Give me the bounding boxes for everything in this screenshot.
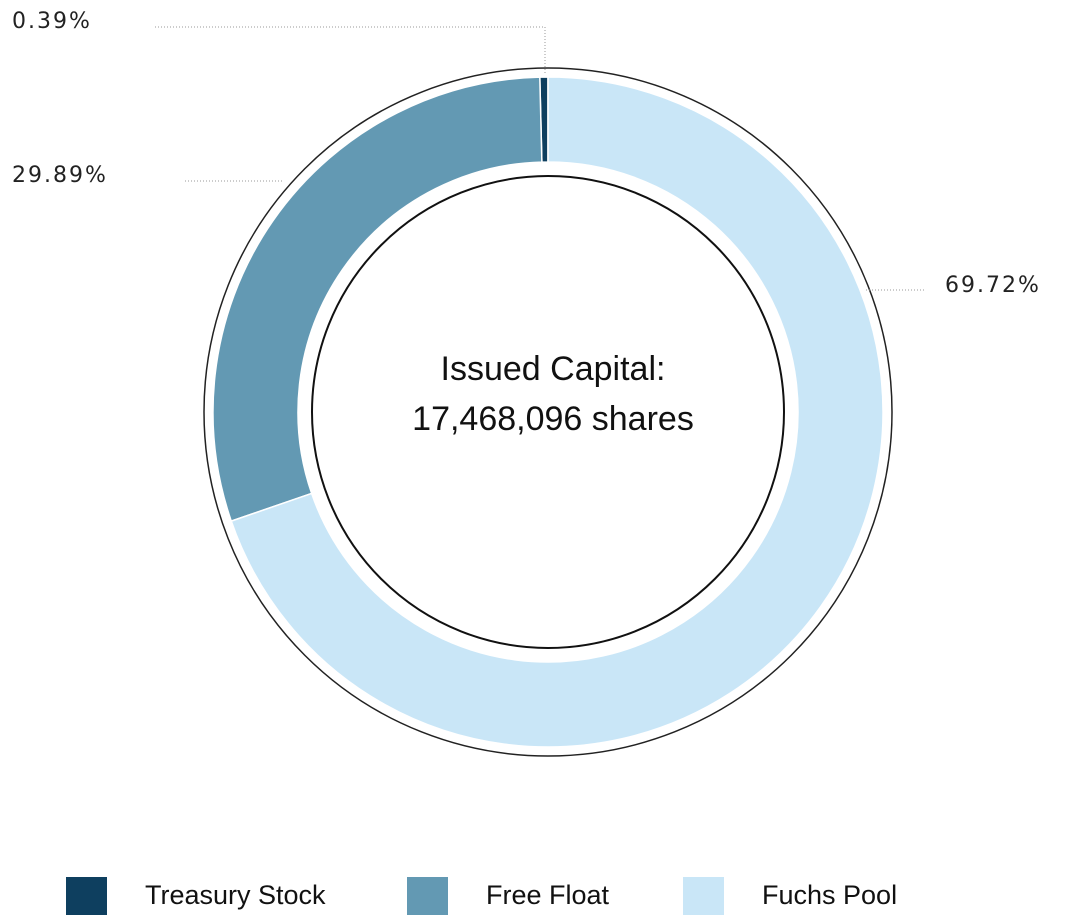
- outer-ring: [203, 67, 893, 757]
- value-label: 29.89%: [12, 163, 108, 188]
- slice: [230, 76, 884, 748]
- legend-label: Treasury Stock: [145, 880, 326, 910]
- value-label: 0.39%: [12, 9, 92, 34]
- center-text: Issued Capital:: [441, 350, 666, 388]
- value-label: 69.72%: [945, 273, 1041, 298]
- slice: [212, 76, 543, 523]
- center-text: 17,468,096 shares: [412, 400, 694, 438]
- slices: [212, 76, 884, 748]
- inner-ring: [311, 175, 785, 649]
- legend-label: Fuchs Pool: [762, 880, 897, 910]
- leader-line: [155, 26, 546, 75]
- legend-label: Free Float: [486, 880, 610, 910]
- legend-swatch: [683, 877, 724, 915]
- legend-swatch: [66, 877, 107, 915]
- legend-swatch: [407, 877, 448, 915]
